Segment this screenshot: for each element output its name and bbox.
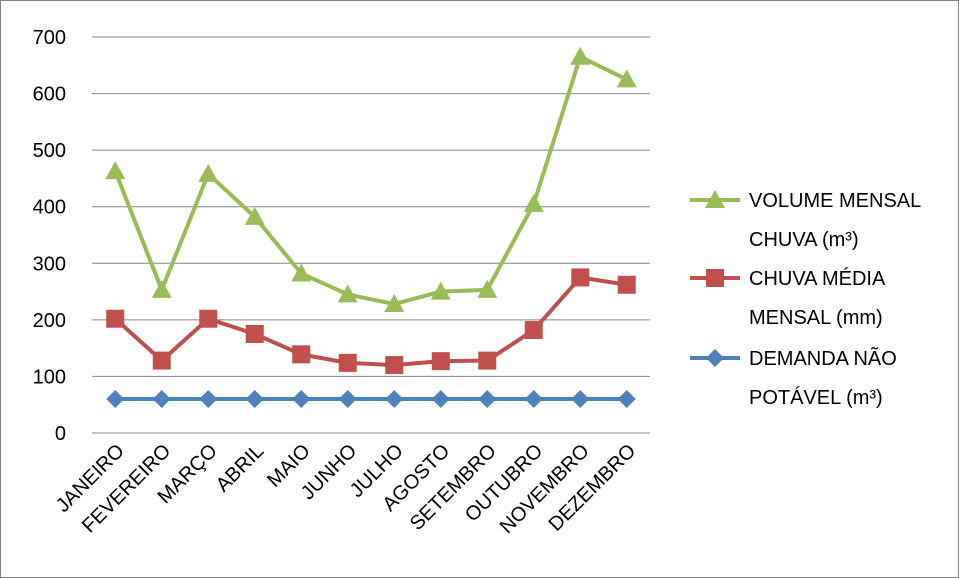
y-tick-label: 400 [33, 197, 66, 219]
y-tick-label: 500 [33, 140, 66, 162]
data-point [523, 193, 544, 212]
data-point [291, 263, 312, 282]
legend-label: MENSAL (mm) [749, 307, 883, 329]
data-series [105, 46, 637, 409]
data-point [338, 353, 357, 372]
y-axis-tick-labels: 0 100 200 300 400 500 600 700 [33, 27, 66, 445]
data-point [617, 390, 636, 409]
legend-label: VOLUME MENSAL [749, 190, 921, 212]
legend-label: CHUVA MÉDIA [749, 267, 886, 290]
data-point [478, 390, 497, 409]
legend-entry-2: DEMANDA NÃO POTÁVEL (m³) [690, 346, 897, 409]
legend-label: CHUVA (m³) [749, 229, 859, 251]
legend-label: POTÁVEL (m³) [749, 386, 883, 409]
series-0 [105, 46, 637, 313]
y-tick-label: 200 [33, 310, 66, 332]
legend-label: DEMANDA NÃO [749, 346, 897, 370]
y-tick-label: 600 [33, 84, 66, 106]
data-point [199, 309, 218, 328]
data-point [431, 390, 450, 409]
data-point [570, 46, 591, 65]
data-point [384, 294, 405, 313]
data-point [431, 352, 450, 371]
legend-marker [705, 190, 725, 208]
gridlines [92, 36, 650, 434]
data-point [199, 390, 218, 409]
data-point [477, 279, 498, 298]
legend: VOLUME MENSAL CHUVA (m³) CHUVA MÉDIA MENSAL… [690, 190, 921, 409]
data-point [337, 284, 358, 303]
data-point [106, 309, 125, 328]
series-line [113, 275, 628, 368]
data-point [292, 345, 311, 364]
data-point [478, 351, 497, 370]
x-axis-tick-labels: JANEIROFEVEREIROMARÇOABRILMAIOJUNHOJULHO… [52, 440, 640, 538]
x-tick-label: ABRIL [212, 440, 268, 496]
y-tick-label: 700 [33, 27, 66, 49]
data-point [244, 206, 265, 225]
data-point [106, 390, 125, 409]
data-point [198, 163, 219, 182]
data-point [524, 321, 543, 340]
data-point [245, 325, 264, 343]
legend-marker [706, 349, 724, 367]
series-line [113, 54, 628, 307]
data-point [152, 351, 171, 370]
y-tick-label: 300 [33, 253, 66, 275]
data-point [616, 69, 637, 88]
legend-entry-0: VOLUME MENSAL CHUVA (m³) [690, 190, 921, 251]
data-point [292, 390, 311, 409]
data-point [571, 390, 590, 409]
data-point [105, 161, 126, 180]
data-point [617, 275, 636, 294]
data-point [430, 281, 451, 300]
y-tick-label: 100 [33, 366, 66, 388]
data-point [524, 390, 543, 409]
data-point [338, 390, 357, 409]
legend-entry-1: CHUVA MÉDIA MENSAL (mm) [690, 267, 886, 329]
data-point [245, 390, 264, 409]
legend-marker [706, 269, 724, 287]
data-point [385, 390, 404, 409]
data-point [152, 390, 171, 409]
series-1 [106, 268, 636, 375]
data-point [151, 279, 172, 298]
y-tick-label: 0 [55, 423, 66, 445]
data-point [385, 356, 404, 375]
series-2 [106, 390, 636, 409]
data-point [571, 268, 590, 287]
